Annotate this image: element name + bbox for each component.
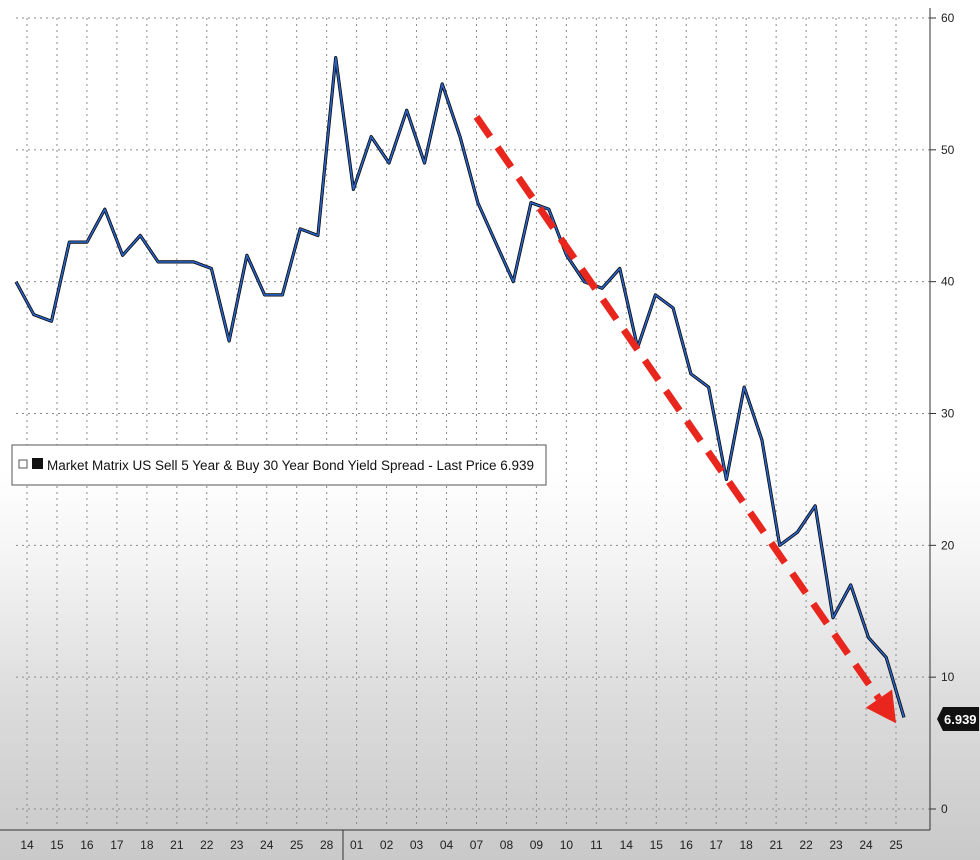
x-tick-label: 21 xyxy=(170,838,184,852)
series-line xyxy=(15,56,905,718)
x-tick-label: 23 xyxy=(230,838,244,852)
x-tick-label: 02 xyxy=(380,838,394,852)
x-axis: 14 15 16 17 18 21 22 23 24 25 28 01 02 03 04 07 08 09 10 11… xyxy=(0,829,930,860)
x-tick-label: 25 xyxy=(290,838,304,852)
x-tick-label: 22 xyxy=(799,838,813,852)
x-tick-label: 11 xyxy=(590,838,603,852)
last-price-tag: 6.939 xyxy=(937,707,979,731)
legend: Market Matrix US Sell 5 Year & Buy 30 Ye… xyxy=(11,444,547,486)
y-tick-label: 10 xyxy=(941,670,955,684)
legend-text: Market Matrix US Sell 5 Year & Buy 30 Ye… xyxy=(47,458,534,473)
x-tick-label: 10 xyxy=(560,838,574,852)
x-tick-label: 23 xyxy=(829,838,843,852)
x-tick-label: 01 xyxy=(350,838,364,852)
y-tick-label: 20 xyxy=(941,538,955,552)
trend-arrow-head xyxy=(865,689,896,724)
y-tick-label: 0 xyxy=(941,802,948,816)
x-tick-label: 22 xyxy=(200,838,214,852)
y-tick-label: 50 xyxy=(941,143,955,157)
last-price-box xyxy=(937,707,979,731)
x-tick-label: 18 xyxy=(140,838,154,852)
x-tick-label: 24 xyxy=(859,838,873,852)
legend-swatch-icon xyxy=(32,458,43,469)
x-tick-label: 04 xyxy=(440,838,454,852)
y-axis: 0 10 20 30 40 50 60 xyxy=(929,8,955,830)
last-price-label: 6.939 xyxy=(944,712,977,727)
x-tick-label: 09 xyxy=(530,838,544,852)
x-tick-label: 17 xyxy=(710,838,724,852)
x-tick-label: 07 xyxy=(470,838,484,852)
trend-arrow-line xyxy=(473,114,882,701)
series-line-shadow xyxy=(14,56,906,718)
x-tick-label: 16 xyxy=(680,838,694,852)
x-tick-label: 15 xyxy=(50,838,64,852)
x-tick-label: 28 xyxy=(320,838,334,852)
y-tick-label: 60 xyxy=(941,11,955,25)
x-tick-label: 21 xyxy=(769,838,783,852)
y-tick-label: 40 xyxy=(941,275,955,289)
x-tick-label: 08 xyxy=(500,838,514,852)
legend-box xyxy=(11,444,547,486)
x-tick-label: 18 xyxy=(739,838,753,852)
x-tick-label: 17 xyxy=(110,838,124,852)
series-layer xyxy=(14,56,906,718)
x-tick-label: 25 xyxy=(889,838,903,852)
x-tick-label: 14 xyxy=(20,838,34,852)
annotation-layer xyxy=(473,114,896,724)
x-tick-label: 24 xyxy=(260,838,274,852)
x-tick-label: 14 xyxy=(620,838,634,852)
grid xyxy=(16,17,930,826)
y-tick-label: 30 xyxy=(941,407,955,421)
x-tick-label: 15 xyxy=(650,838,664,852)
x-tick-label: 03 xyxy=(410,838,424,852)
x-tick-label: 16 xyxy=(80,838,94,852)
legend-expand-icon[interactable] xyxy=(18,459,28,469)
